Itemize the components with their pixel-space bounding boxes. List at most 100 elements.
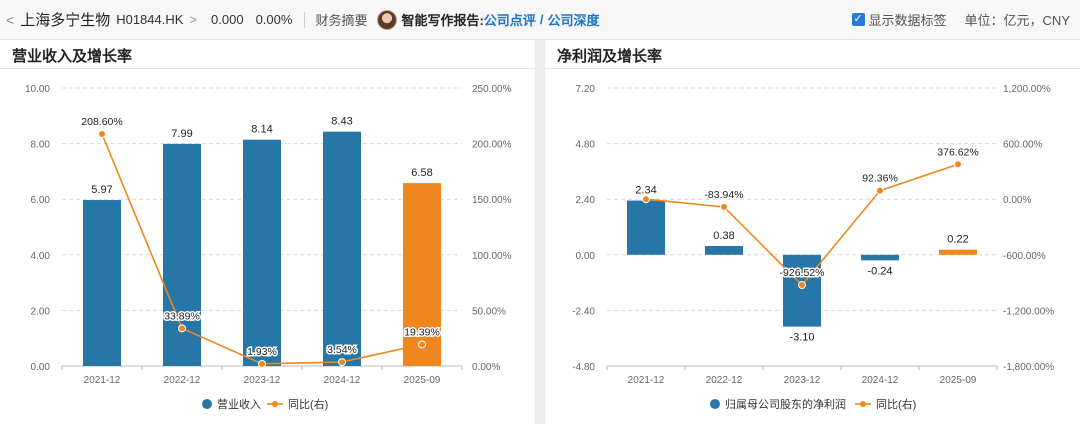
bar-data-label: 8.14: [251, 124, 272, 136]
legend-line-dot: [860, 401, 866, 407]
growth-data-label: -926.52%: [780, 267, 825, 279]
y-tick-label-right: 600.00%: [1003, 140, 1043, 151]
finance-summary-label: 财务摘要: [315, 13, 368, 28]
x-tick-label: 2025-09: [940, 375, 977, 386]
bar-data-label: -3.10: [789, 332, 814, 344]
legend-bar-label: 归属母公司股东的净利润: [725, 397, 846, 411]
growth-point: [98, 130, 106, 139]
y-tick-label-left: 8.00: [31, 140, 51, 151]
bar: [83, 200, 121, 366]
legend-line-label: 同比(右): [876, 397, 916, 411]
x-tick-label: 2021-12: [628, 375, 665, 386]
bar-data-label: 0.22: [947, 234, 968, 246]
net-profit-chart: 7.20 1,200.00% 4.80 600.00% 2.40 0.00% 0.00 -60…: [572, 84, 1054, 411]
growth-data-label: 19.39%: [404, 326, 440, 338]
growth-point: [642, 195, 650, 204]
growth-point: [876, 186, 884, 195]
y-tick-label-left: 2.00: [31, 306, 51, 317]
bar-data-label: 0.38: [713, 230, 734, 242]
growth-data-label: 208.60%: [81, 116, 122, 128]
top-bar: < 上海多宁生物 H01844.HK > 0.000 0.00% 财务摘要 智能…: [0, 0, 1080, 40]
growth-point: [178, 324, 186, 333]
growth-data-label: 92.36%: [862, 173, 898, 185]
panel-title-divider: [545, 68, 1080, 69]
y-tick-label-right: -1,200.00%: [1003, 306, 1054, 317]
growth-point: [720, 202, 728, 211]
y-tick-label-right: 200.00%: [472, 140, 512, 151]
y-tick-label-right: 100.00%: [472, 251, 512, 262]
growth-data-label: 1.93%: [247, 346, 277, 358]
y-tick-label-right: 250.00%: [472, 84, 512, 95]
bar: [163, 143, 201, 366]
y-tick-label-left: -2.40: [572, 306, 595, 317]
growth-data-label: -83.94%: [704, 189, 743, 201]
chevron-right-icon[interactable]: >: [189, 12, 198, 27]
bar: [939, 249, 977, 255]
avatar: [377, 9, 398, 30]
y-tick-label-right: 50.00%: [472, 306, 506, 317]
bar: [403, 183, 441, 366]
revenue-panel: 营业收入及增长率 10.00 250.00% 8.00 200.00% 6.00 150.…: [0, 40, 535, 424]
show-data-labels-label[interactable]: 显示数据标签: [868, 13, 947, 28]
legend-bar-marker: [202, 399, 212, 409]
growth-data-label: 3.54%: [327, 344, 357, 356]
x-tick-label: 2022-12: [164, 375, 201, 386]
bar-data-label: 2.34: [635, 185, 656, 197]
y-tick-label-left: 4.80: [576, 140, 596, 151]
growth-point: [418, 340, 426, 349]
growth-point: [954, 160, 962, 169]
bar: [627, 200, 665, 255]
x-tick-label: 2025-09: [404, 375, 441, 386]
bar-data-label: 8.43: [331, 116, 352, 128]
bar: [705, 245, 743, 255]
panel-title-divider: [0, 68, 535, 69]
company-depth-link[interactable]: 公司深度: [547, 13, 600, 28]
x-tick-label: 2024-12: [862, 375, 899, 386]
y-tick-label-left: 2.40: [576, 195, 596, 206]
growth-point: [798, 281, 806, 290]
bar-data-label: 7.99: [171, 128, 192, 140]
legend-bar-marker: [710, 399, 720, 409]
bar-data-label: 5.97: [91, 184, 112, 196]
stock-price: 0.000: [211, 12, 244, 27]
bar: [861, 254, 899, 261]
legend-line-label: 同比(右): [288, 397, 328, 411]
company-review-link[interactable]: 公司点评: [483, 13, 536, 28]
stock-change: 0.00%: [255, 12, 293, 27]
bar: [323, 131, 361, 366]
growth-data-label: 33.89%: [164, 310, 200, 322]
net-profit-chart-title: 净利润及增长率: [557, 48, 663, 65]
stock-code: H01844.HK: [116, 12, 184, 27]
y-tick-label-right: 1,200.00%: [1003, 84, 1051, 95]
net-profit-panel: 净利润及增长率 7.20 1,200.00% 4.80 600.00% 2.40 0.00…: [545, 40, 1080, 424]
unit-label: 单位：亿元，CNY: [964, 13, 1070, 28]
growth-point: [338, 358, 346, 367]
bar: [783, 254, 821, 327]
x-tick-label: 2024-12: [324, 375, 361, 386]
y-tick-label-right: -600.00%: [1003, 251, 1046, 262]
bar-data-label: -0.24: [867, 265, 892, 277]
back-icon[interactable]: <: [6, 11, 15, 28]
revenue-chart: 10.00 250.00% 8.00 200.00% 6.00 150.00% 4.00 10…: [25, 84, 512, 411]
revenue-chart-title: 营业收入及增长率: [12, 48, 133, 65]
divider: [304, 11, 306, 28]
y-tick-label-left: 6.00: [31, 195, 51, 206]
x-tick-label: 2022-12: [706, 375, 743, 386]
y-tick-label-left: -4.80: [572, 362, 595, 373]
x-tick-label: 2023-12: [784, 375, 821, 386]
y-tick-label-right: 0.00%: [472, 362, 500, 373]
legend-line-dot: [272, 401, 278, 407]
show-data-labels-checkbox[interactable]: ✓: [851, 13, 865, 26]
y-tick-label-right: 0.00%: [1003, 195, 1031, 206]
legend-bar-label: 营业收入: [217, 397, 261, 411]
y-tick-label-left: 0.00: [31, 362, 51, 373]
y-tick-label-right: 150.00%: [472, 195, 512, 206]
growth-point: [258, 359, 266, 368]
report-label: 智能写作报告:: [401, 13, 484, 28]
bar-data-label: 6.58: [411, 167, 432, 179]
y-tick-label-left: 0.00: [576, 251, 596, 262]
y-tick-label-left: 4.00: [31, 251, 51, 262]
stock-name: 上海多宁生物: [20, 12, 111, 29]
y-tick-label-left: 10.00: [25, 84, 50, 95]
bar: [243, 139, 281, 366]
